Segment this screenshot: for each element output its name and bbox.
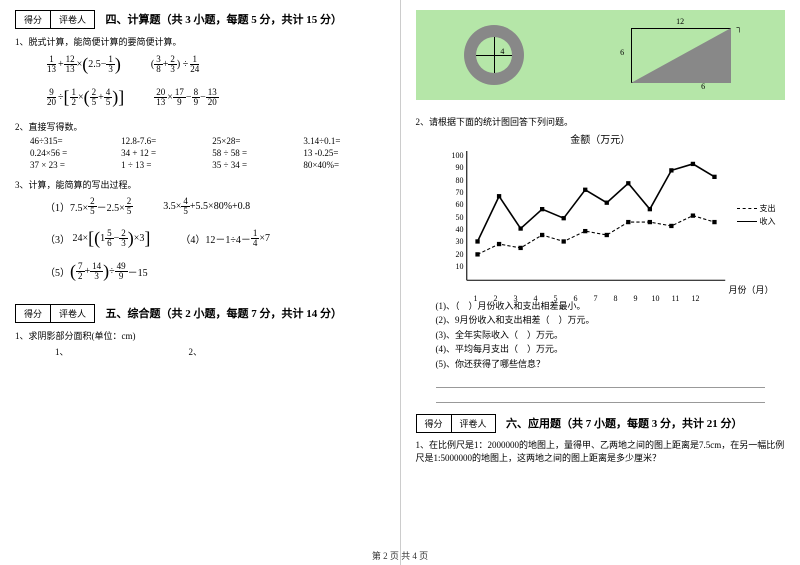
line-chart: 100908070605040302010 123456789101112 支出… (466, 151, 726, 291)
page-footer: 第 2 页 共 4 页 (0, 549, 800, 562)
x-axis-title: 月份（月） (728, 283, 773, 296)
chart-svg (466, 151, 726, 291)
q4-1: 1、脱式计算，能简便计算的要简便计算。 (15, 35, 385, 48)
reviewer-label: 评卷人 (51, 11, 94, 28)
expr-1a: 113+1213×(2.5−13) (45, 54, 121, 75)
q4-2: 2、直接写得数。 (15, 120, 385, 133)
expr-2a: 920÷[12×(25+45)] (45, 87, 124, 108)
q4-3: 3、计算，能简算的写出过程。 (15, 178, 385, 191)
expr-1b: (38+23) ÷124 (151, 54, 201, 75)
expr-3c: （3） 24×[(156−23)×3] (45, 228, 150, 249)
q5-1: 1、求阴影部分面积(单位：cm) (15, 329, 385, 342)
q6-1: 1、在比例尺是1：2000000的地图上，量得甲、乙两地之间的图上距离是7.5c… (416, 439, 786, 466)
section4-title: 四、计算题（共 3 小题，每题 5 分，共计 15 分） (106, 11, 343, 27)
calc-grid: 46÷315=12.8-7.6=25×28=3.14÷0.1= 0.24×56 … (30, 136, 385, 170)
y-axis-labels: 100908070605040302010 (446, 151, 464, 271)
x-axis-labels: 123456789101112 (466, 294, 706, 303)
ring-diagram: 4 (464, 25, 524, 85)
chart-title: 金额（万元） (416, 131, 786, 146)
expr-2b: 2013×179−89−1320 (154, 87, 218, 108)
section6-title: 六、应用题（共 7 小题，每题 3 分，共计 21 分） (506, 415, 743, 431)
q6-2: 2、请根据下面的统计图回答下列问题。 (416, 115, 786, 128)
chart-legend: 支出 收入 (737, 201, 776, 229)
expr-3b: 3.5×45+5.5×80%+0.8 (163, 197, 250, 216)
section5-title: 五、综合题（共 2 小题，每题 7 分，共计 14 分） (106, 305, 343, 321)
chart-questions: (1)、（ ）月份收入和支出相差最小。 (2)、9月份收入和支出相差（ ）万元。… (436, 299, 786, 371)
expr-3d: （4）12－1÷4－14×7 (180, 228, 270, 249)
expr-3a: （1）7.5×25－2.5×25 (45, 197, 133, 216)
expr-3e: （5）(72+143)÷499－15 (45, 261, 148, 282)
diagram-area: 4 12 6 6 ┐ (416, 10, 786, 100)
score-label: 得分 (16, 11, 51, 28)
triangle-rect-diagram: 12 6 6 ┐ (626, 23, 736, 88)
